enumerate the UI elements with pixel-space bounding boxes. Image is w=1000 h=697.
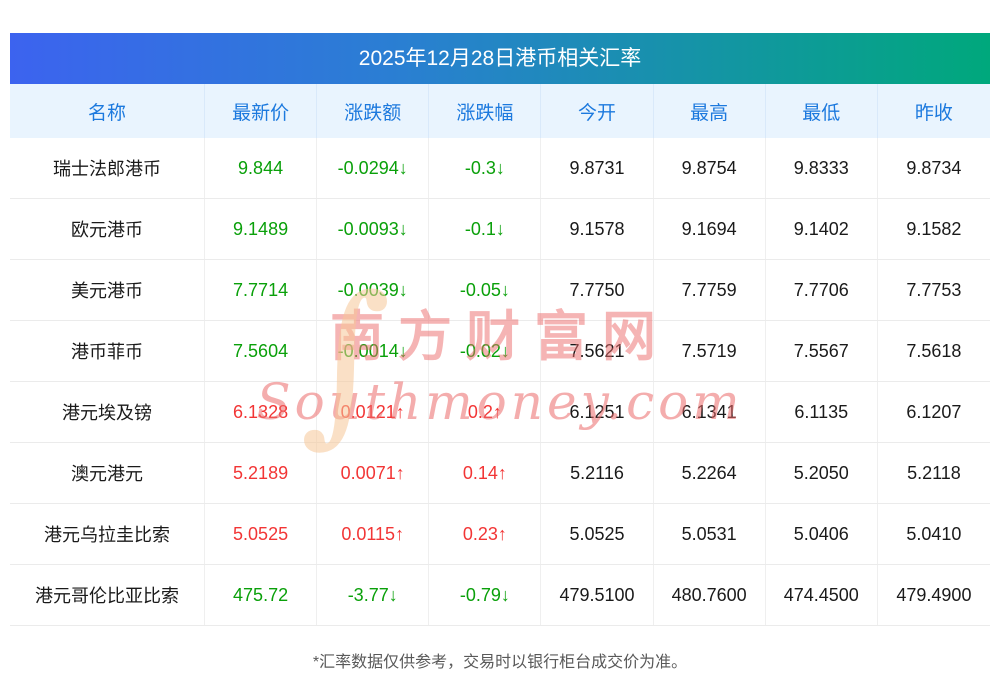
value-cell-prev: 5.2118 bbox=[907, 462, 961, 483]
page-title: 2025年12月28日港币相关汇率 bbox=[10, 33, 990, 84]
value-cell-pct: -0.02↓ bbox=[429, 321, 542, 381]
value-cell-pct: -0.1↓ bbox=[429, 199, 542, 259]
instrument-name: 港元埃及镑 bbox=[10, 382, 205, 442]
value-cell-prev: 7.7753 bbox=[906, 279, 962, 300]
value-cell-low: 5.0406 bbox=[766, 504, 878, 564]
table-row: 澳元港元 5.2189 0.0071↑ 0.14↑ 5.2116 5.2264 5.2050… bbox=[10, 443, 990, 504]
value-cell-low: 7.7706 bbox=[766, 260, 878, 320]
column-header-1: 最新价 bbox=[205, 84, 318, 138]
value-cell-change: 0.0121↑ bbox=[317, 382, 430, 442]
instrument-name: 港元乌拉圭比索 bbox=[10, 504, 205, 564]
value-cell-pct: -0.05↓ bbox=[429, 260, 542, 320]
value-cell-high: 7.7759 bbox=[654, 260, 766, 320]
value-cell-change: -0.0014↓ bbox=[317, 321, 430, 381]
table-body: 瑞士法郎港币 9.844 -0.0294↓ -0.3↓ 9.8731 9.8754 9.83… bbox=[10, 138, 990, 626]
instrument-name: 欧元港币 bbox=[10, 199, 205, 259]
column-header-6: 最低 bbox=[766, 84, 878, 138]
value-cell-price: 7.7714 bbox=[205, 260, 318, 320]
value-cell-change: 0.0071↑ bbox=[317, 443, 430, 503]
value-cell-open: 479.5100 bbox=[541, 565, 654, 625]
value-cell-open: 5.2116 bbox=[541, 443, 654, 503]
table-row: 港币菲币 7.5604 -0.0014↓ -0.02↓ 7.5621 7.5719 7.55… bbox=[10, 321, 990, 382]
instrument-name: 港币菲币 bbox=[10, 321, 205, 381]
value-cell-pct: 0.23↑ bbox=[429, 504, 542, 564]
value-cell-price: 7.5604 bbox=[205, 321, 318, 381]
value-cell-prev: 479.4900 bbox=[896, 584, 972, 605]
value-cell-high: 9.8754 bbox=[654, 138, 766, 198]
value-cell-high: 480.7600 bbox=[654, 565, 766, 625]
value-cell-open: 7.7750 bbox=[541, 260, 654, 320]
value-cell-price: 9.1489 bbox=[205, 199, 318, 259]
value-cell-prev: 5.0410 bbox=[906, 523, 962, 544]
value-cell-open: 9.8731 bbox=[541, 138, 654, 198]
exchange-rate-table-container: 2025年12月28日港币相关汇率 名称 最新价 涨跌额 涨跌幅 今开 最高 最低 昨收 瑞士… bbox=[10, 33, 990, 672]
value-cell-high: 6.1341 bbox=[654, 382, 766, 442]
value-cell-pct: 0.14↑ bbox=[429, 443, 542, 503]
value-cell-price: 9.844 bbox=[205, 138, 318, 198]
column-header-4: 今开 bbox=[541, 84, 654, 138]
value-cell-change: -0.0093↓ bbox=[317, 199, 430, 259]
table-header-row: 名称 最新价 涨跌额 涨跌幅 今开 最高 最低 昨收 bbox=[10, 84, 990, 138]
column-header-7: 昨收 bbox=[914, 102, 953, 124]
value-cell-price: 6.1328 bbox=[205, 382, 318, 442]
footnote: *汇率数据仅供参考，交易时以银行柜台成交价为准。 bbox=[312, 654, 688, 671]
value-cell-change: -0.0039↓ bbox=[317, 260, 430, 320]
value-cell-prev: 7.5618 bbox=[906, 340, 962, 361]
column-header-0: 名称 bbox=[10, 84, 205, 138]
table-row: 瑞士法郎港币 9.844 -0.0294↓ -0.3↓ 9.8731 9.8754 9.83… bbox=[10, 138, 990, 199]
instrument-name: 澳元港元 bbox=[10, 443, 205, 503]
value-cell-price: 475.72 bbox=[205, 565, 318, 625]
value-cell-price: 5.0525 bbox=[205, 504, 318, 564]
value-cell-high: 7.5719 bbox=[654, 321, 766, 381]
value-cell-prev: 9.8734 bbox=[906, 157, 962, 178]
value-cell-prev: 9.1582 bbox=[906, 218, 962, 239]
value-cell-low: 7.5567 bbox=[766, 321, 878, 381]
value-cell-open: 7.5621 bbox=[541, 321, 654, 381]
column-header-2: 涨跌额 bbox=[317, 84, 430, 138]
value-cell-low: 6.1135 bbox=[766, 382, 878, 442]
value-cell-high: 9.1694 bbox=[654, 199, 766, 259]
instrument-name: 美元港币 bbox=[10, 260, 205, 320]
table-row: 欧元港币 9.1489 -0.0093↓ -0.1↓ 9.1578 9.1694 9.140… bbox=[10, 199, 990, 260]
table-row: 港元埃及镑 6.1328 0.0121↑ 0.2↑ 6.1251 6.1341 6.1135… bbox=[10, 382, 990, 443]
column-header-3: 涨跌幅 bbox=[429, 84, 542, 138]
value-cell-open: 5.0525 bbox=[541, 504, 654, 564]
value-cell-high: 5.2264 bbox=[654, 443, 766, 503]
table-row: 美元港币 7.7714 -0.0039↓ -0.05↓ 7.7750 7.7759 7.77… bbox=[10, 260, 990, 321]
value-cell-pct: -0.3↓ bbox=[429, 138, 542, 198]
table-row: 港元乌拉圭比索 5.0525 0.0115↑ 0.23↑ 5.0525 5.0531 5.0… bbox=[10, 504, 990, 565]
value-cell-open: 6.1251 bbox=[541, 382, 654, 442]
value-cell-low: 5.2050 bbox=[766, 443, 878, 503]
column-header-5: 最高 bbox=[654, 84, 766, 138]
value-cell-prev: 6.1207 bbox=[906, 401, 962, 422]
value-cell-pct: 0.2↑ bbox=[429, 382, 542, 442]
instrument-name: 瑞士法郎港币 bbox=[10, 138, 205, 198]
value-cell-low: 474.4500 bbox=[766, 565, 878, 625]
value-cell-open: 9.1578 bbox=[541, 199, 654, 259]
table-row: 港元哥伦比亚比索 475.72 -3.77↓ -0.79↓ 479.5100 480.76… bbox=[10, 565, 990, 626]
value-cell-low: 9.1402 bbox=[766, 199, 878, 259]
value-cell-change: -0.0294↓ bbox=[317, 138, 430, 198]
value-cell-high: 5.0531 bbox=[654, 504, 766, 564]
value-cell-change: 0.0115↑ bbox=[317, 504, 430, 564]
value-cell-low: 9.8333 bbox=[766, 138, 878, 198]
value-cell-price: 5.2189 bbox=[205, 443, 318, 503]
instrument-name: 港元哥伦比亚比索 bbox=[10, 565, 205, 625]
value-cell-pct: -0.79↓ bbox=[429, 565, 542, 625]
value-cell-change: -3.77↓ bbox=[317, 565, 430, 625]
